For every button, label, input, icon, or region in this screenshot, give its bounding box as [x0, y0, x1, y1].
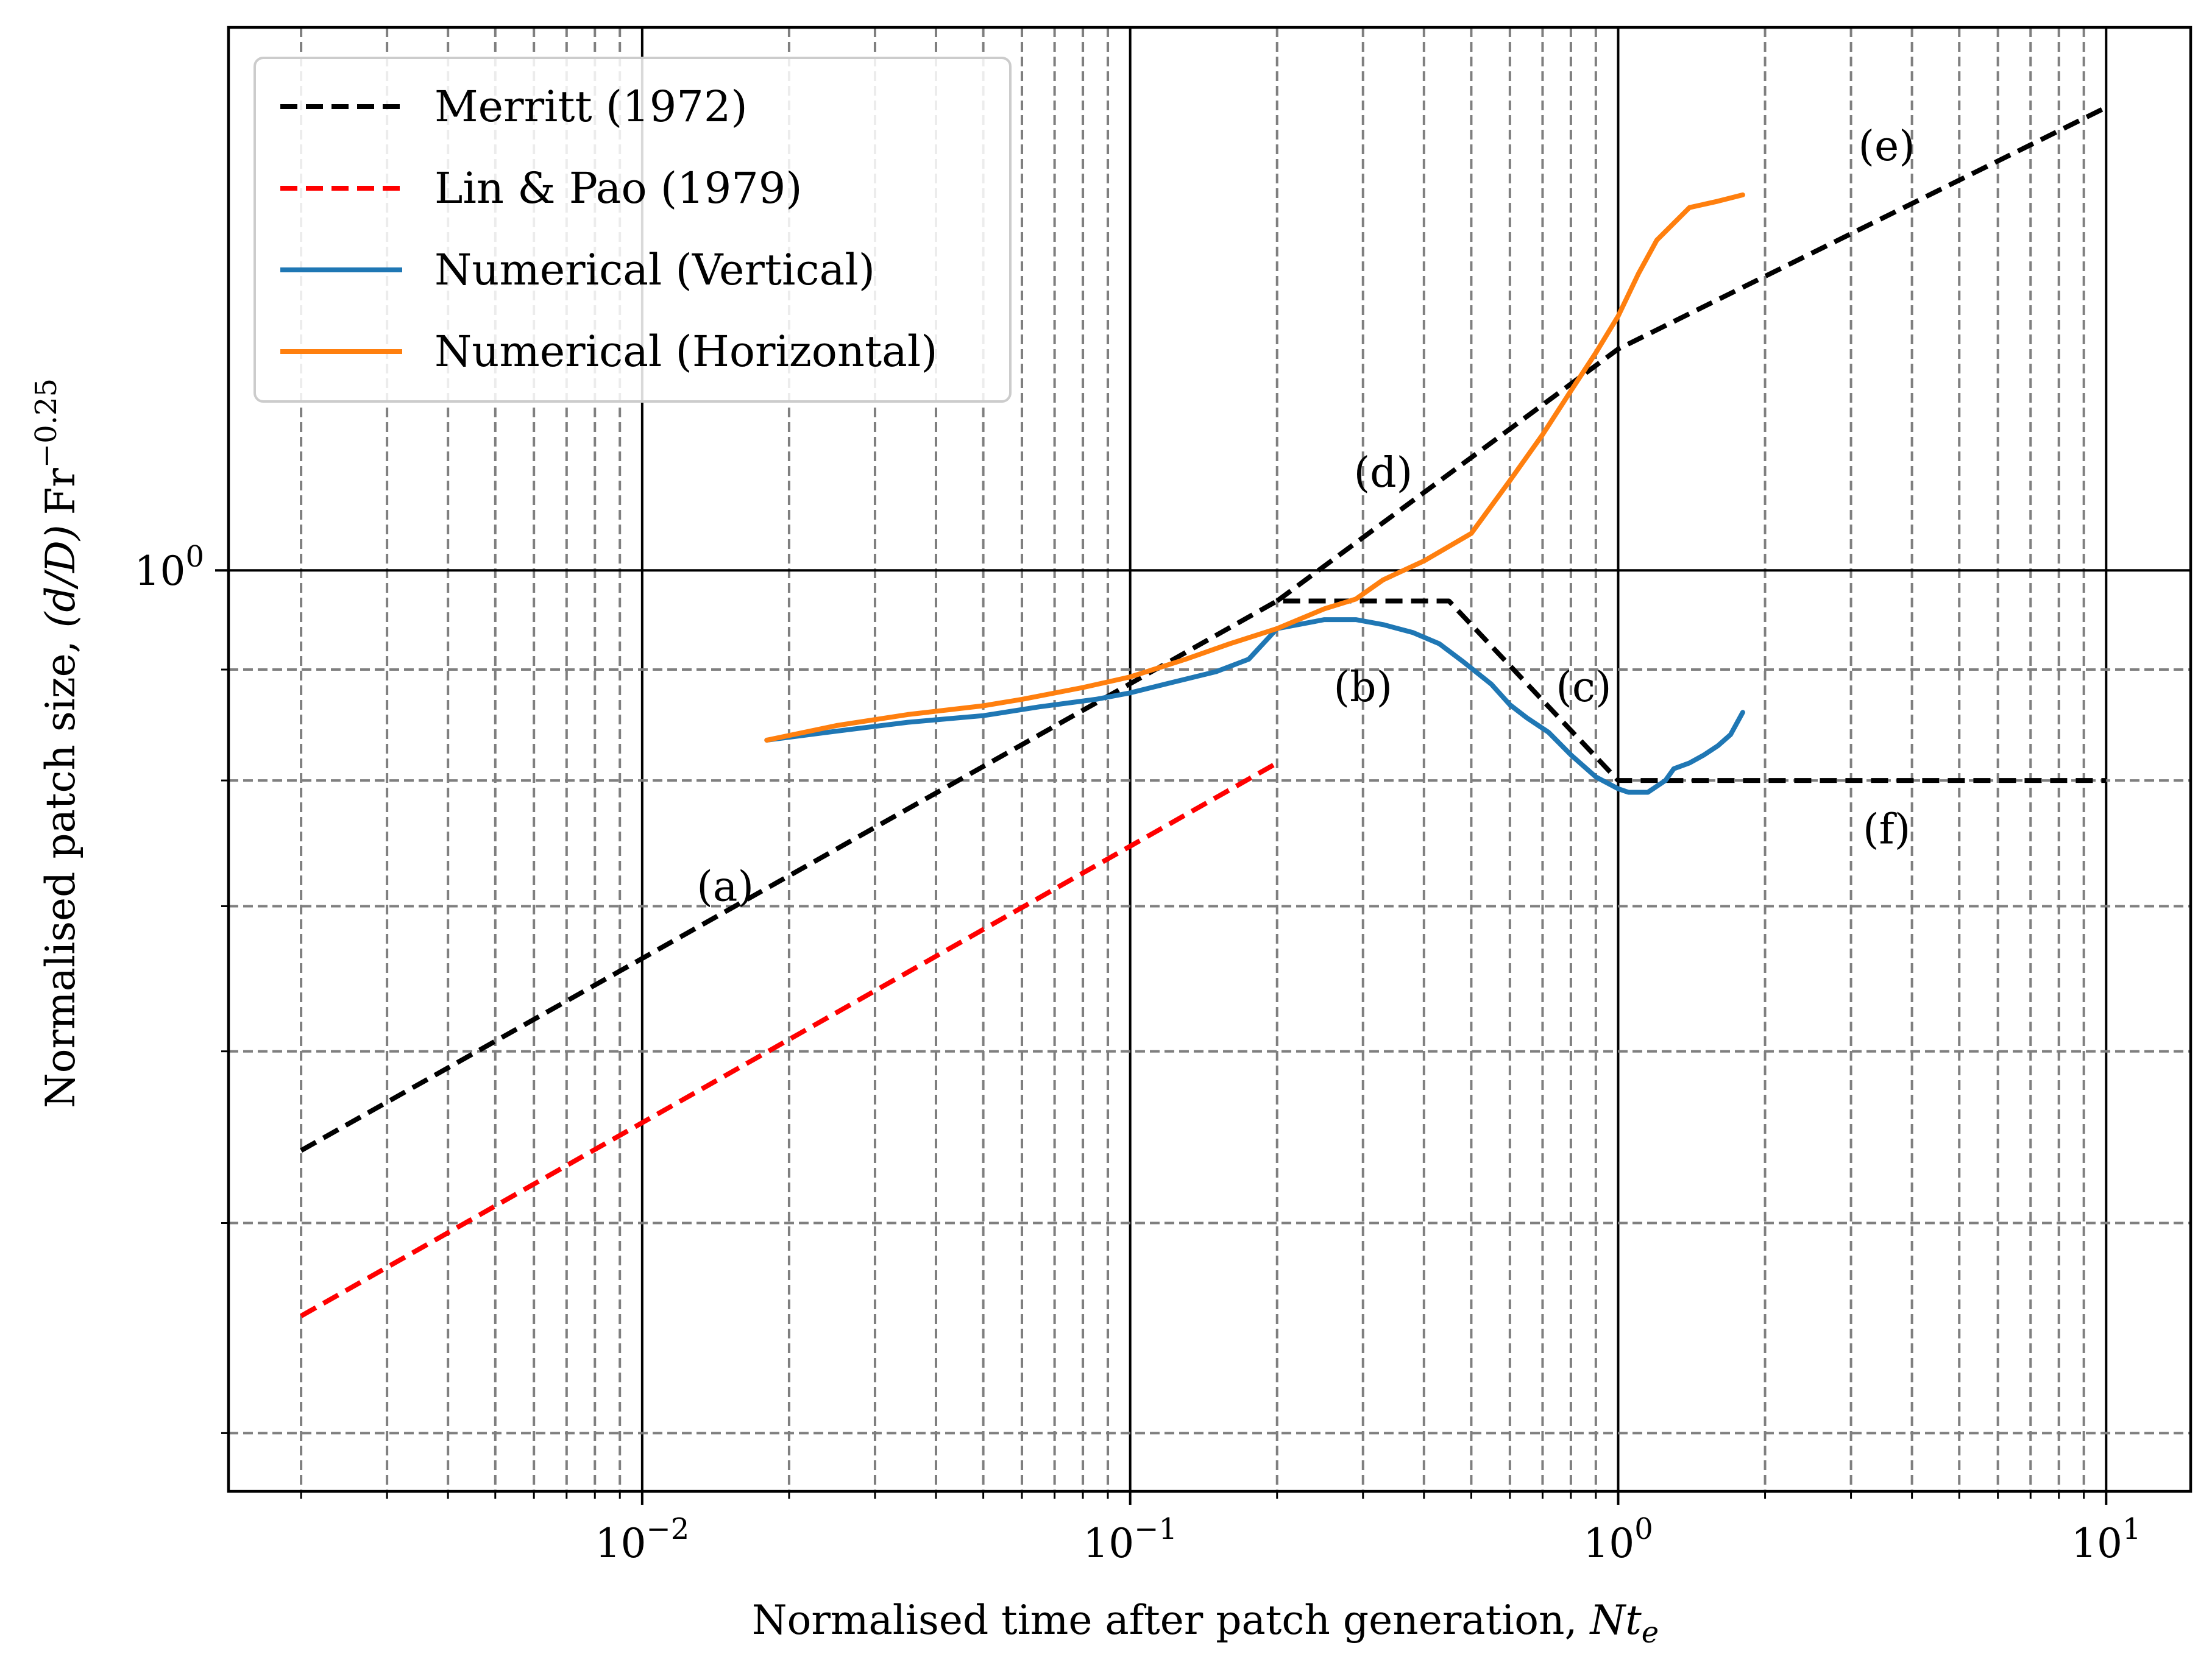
annotation-label: (f): [1863, 805, 1910, 854]
y-axis-label-main: Normalised patch size,: [37, 627, 84, 1108]
legend-label: Merritt (1972): [434, 82, 748, 132]
series-line-merritt-1972: [300, 598, 2107, 1153]
x-tick-label: 101: [2071, 1512, 2141, 1567]
x-tick-label-exp: −2: [646, 1512, 689, 1546]
annotation-label: (b): [1333, 663, 1392, 712]
series-line-lin-pao-1979: [300, 760, 1278, 1318]
x-tick-label-exp: 0: [1634, 1512, 1653, 1546]
x-tick-label-base: 10: [1583, 1520, 1634, 1567]
x-axis-label-var: Nt: [1589, 1597, 1642, 1644]
y-tick-label-exp: 0: [185, 540, 204, 574]
y-axis-label-fr: Fr: [37, 468, 84, 515]
legend-label: Lin & Pao (1979): [434, 163, 803, 213]
legend: Merritt (1972) Lin & Pao (1979) Numerical …: [253, 57, 1012, 403]
series-line-numerical-horizontal: [764, 192, 1745, 743]
grid: [229, 27, 2191, 1491]
legend-label: Numerical (Horizontal): [434, 327, 938, 376]
series-group: [300, 105, 2108, 1318]
x-tick-label: 10−1: [1083, 1512, 1177, 1567]
y-axis-label: Normalised patch size, (d/D) Fr−0.25: [29, 378, 84, 1108]
y-axis-label-exp: −0.25: [29, 378, 63, 468]
annotation-label: (c): [1556, 663, 1611, 712]
annotation-label: (d): [1354, 449, 1413, 497]
y-tick-label-base: 10: [134, 548, 185, 595]
annotation-group: (a) (b) (c) (d) (e) (f): [697, 122, 1915, 911]
legend-label: Numerical (Vertical): [434, 245, 875, 295]
series-line-numerical-vertical: [764, 617, 1745, 795]
x-tick-label: 10−2: [595, 1512, 689, 1567]
x-axis-label: Normalised time after patch generation, …: [752, 1597, 1659, 1650]
x-tick-label-exp: 1: [2122, 1512, 2141, 1546]
x-tick-label-base: 10: [1083, 1520, 1134, 1567]
series-line-merritt-1972-branch-d-e: [1275, 105, 2108, 603]
plot-frame: [227, 26, 2193, 1493]
x-axis-label-sub: e: [1642, 1616, 1659, 1650]
x-tick-label: 100: [1583, 1512, 1653, 1567]
x-axis-label-main: Normalised time after patch generation,: [752, 1597, 1590, 1644]
y-axis-label-ratio: (d/D): [37, 525, 84, 627]
legend-box: [253, 57, 1012, 403]
x-tick-label-base: 10: [2071, 1520, 2122, 1567]
x-tick-label-exp: −1: [1134, 1512, 1177, 1546]
x-tick-label-base: 10: [595, 1520, 646, 1567]
annotation-label: (e): [1858, 122, 1915, 171]
y-tick-label: 100: [134, 540, 204, 595]
annotation-label: (a): [697, 863, 754, 911]
